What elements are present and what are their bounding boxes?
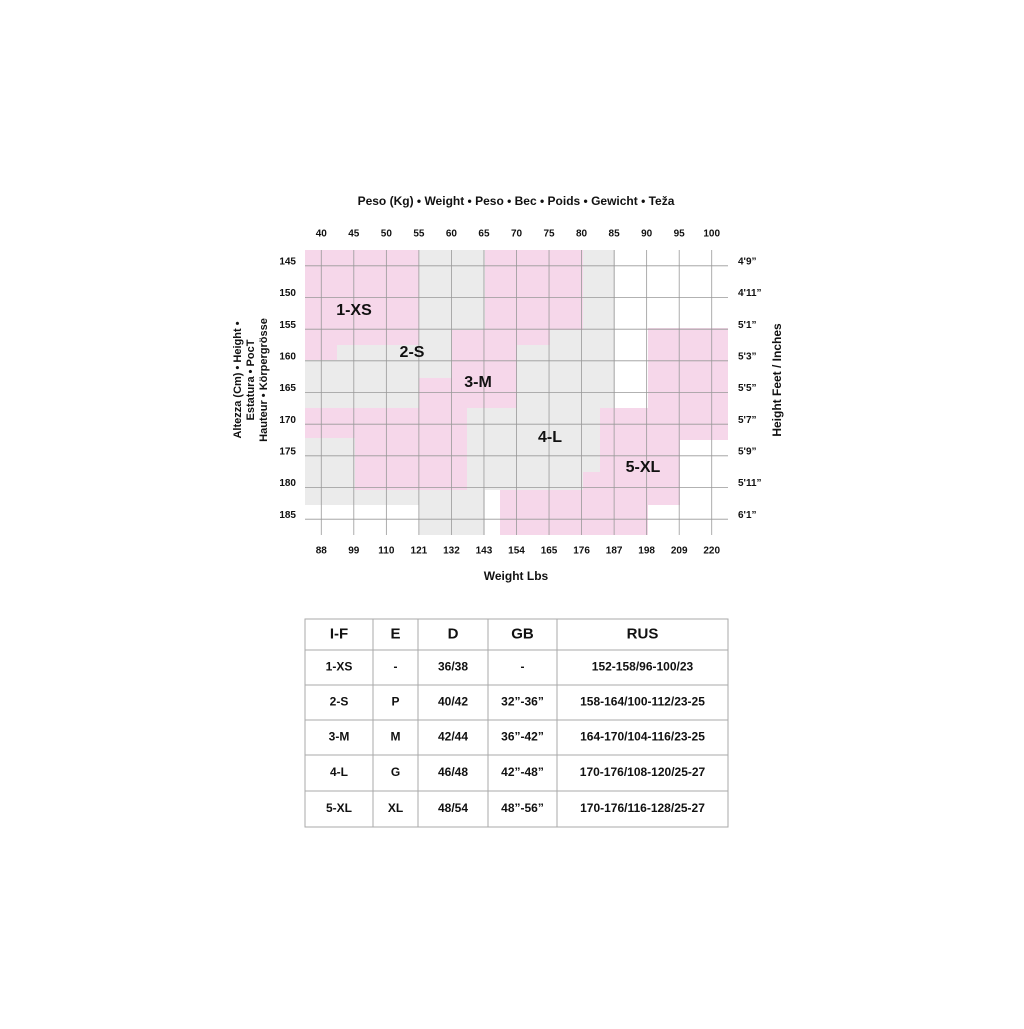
- kg-tick-label: 50: [381, 229, 393, 240]
- table-header: E: [390, 625, 400, 642]
- lbs-tick-label: 143: [476, 546, 493, 557]
- lbs-tick-label: 132: [443, 546, 460, 557]
- table-header: RUS: [627, 625, 659, 642]
- kg-tick-label: 45: [348, 229, 360, 240]
- table-cell: 42”-48”: [501, 765, 544, 779]
- lbs-tick-label: 220: [703, 546, 720, 557]
- kg-tick-label: 75: [543, 229, 555, 240]
- feet-tick-label: 5'1”: [738, 320, 757, 331]
- table-cell: 32”-36”: [501, 695, 544, 709]
- table-cell: 152-158/96-100/23: [592, 660, 694, 674]
- table-cell: 4-L: [330, 765, 348, 779]
- table-cell: 158-164/100-112/23-25: [580, 695, 705, 709]
- kg-tick-label: 55: [413, 229, 425, 240]
- cm-tick-label: 175: [279, 446, 296, 457]
- feet-tick-label: 5'7”: [738, 415, 757, 426]
- table-cell: 36/38: [438, 660, 468, 674]
- table-cell: 170-176/116-128/25-27: [580, 801, 705, 815]
- table-cell: 46/48: [438, 765, 468, 779]
- kg-tick-label: 70: [511, 229, 523, 240]
- cm-tick-label: 165: [279, 383, 296, 394]
- kg-tick-label: 85: [609, 229, 621, 240]
- table-cell: 42/44: [438, 730, 468, 744]
- height-cm-title: Altezza (Cm) • Height • Estatura • PocT …: [232, 318, 270, 442]
- feet-tick-label: 5'9”: [738, 446, 757, 457]
- feet-tick-label: 5'11”: [738, 478, 762, 489]
- table-cell: 48”-56”: [501, 801, 544, 815]
- table-cell: 5-XL: [326, 801, 352, 815]
- kg-tick-label: 100: [703, 229, 720, 240]
- table-border: [304, 618, 729, 828]
- kg-tick-label: 95: [674, 229, 686, 240]
- feet-tick-label: 4'11”: [738, 288, 762, 299]
- lbs-tick-label: 176: [573, 546, 590, 557]
- table-cell: 164-170/104-116/23-25: [580, 730, 705, 744]
- table-cell: 36”-42”: [501, 730, 544, 744]
- table-cell: 1-XS: [326, 660, 353, 674]
- cm-tick-label: 170: [279, 415, 296, 426]
- table-cell: 40/42: [438, 695, 468, 709]
- table-header: GB: [511, 625, 534, 642]
- kg-tick-label: 90: [641, 229, 653, 240]
- size-table: I-F E D GB RUS 1-XS - 36/38 - 152-158/96-100/23 2-…: [304, 618, 729, 828]
- table-cell: 2-S: [330, 695, 349, 709]
- weight-kg-title: Peso (Kg) • Weight • Peso • Bec • Poids …: [358, 194, 675, 208]
- lbs-tick-label: 198: [638, 546, 655, 557]
- table-cell: 170-176/108-120/25-27: [580, 765, 706, 779]
- height-feet-title: Height Feet / Inches: [770, 323, 784, 437]
- kg-tick-label: 80: [576, 229, 588, 240]
- grid: 40 88 45 99 50 110 55 121 60 132 65 143 70 154 75 165 80…: [279, 229, 761, 557]
- kg-tick-label: 65: [478, 229, 490, 240]
- kg-tick-label: 60: [446, 229, 458, 240]
- lbs-tick-label: 209: [671, 546, 688, 557]
- lbs-tick-label: 187: [606, 546, 623, 557]
- size-label: 2-S: [400, 344, 425, 361]
- lbs-tick-label: 88: [316, 546, 328, 557]
- cm-tick-label: 145: [279, 256, 296, 267]
- table-header: D: [448, 625, 459, 642]
- cm-tick-label: 160: [279, 351, 296, 362]
- feet-tick-label: 5'5”: [738, 383, 757, 394]
- feet-tick-label: 6'1”: [738, 510, 757, 521]
- table-cell: -: [394, 660, 398, 674]
- table-cell: G: [391, 765, 400, 779]
- lbs-tick-label: 99: [348, 546, 360, 557]
- kg-tick-label: 40: [316, 229, 328, 240]
- weight-lbs-title: Weight Lbs: [484, 569, 549, 583]
- size-label: 3-M: [464, 374, 492, 391]
- height-cm-title-line: Altezza (Cm) • Height •: [232, 321, 244, 438]
- feet-tick-label: 4'9”: [738, 256, 757, 267]
- size-label: 4-L: [538, 429, 562, 446]
- lbs-tick-label: 165: [541, 546, 558, 557]
- table-cell: 48/54: [438, 801, 468, 815]
- cm-tick-label: 180: [279, 478, 296, 489]
- height-cm-title-line: Hauteur • Körpergrösse: [258, 318, 270, 442]
- table-cell: M: [391, 730, 401, 744]
- size-label: 1-XS: [336, 302, 372, 319]
- feet-tick-label: 5'3”: [738, 351, 757, 362]
- lbs-tick-label: 110: [378, 546, 395, 557]
- table-cell: 3-M: [329, 730, 350, 744]
- cm-tick-label: 185: [279, 510, 296, 521]
- cm-tick-label: 150: [279, 288, 296, 299]
- cm-tick-label: 155: [279, 320, 296, 331]
- height-cm-title-line: Estatura • PocT: [245, 339, 257, 420]
- lbs-tick-label: 121: [411, 546, 428, 557]
- table-header: I-F: [330, 625, 348, 642]
- table-cell: -: [521, 660, 525, 674]
- table-cell: P: [391, 695, 399, 709]
- size-label: 5-XL: [626, 459, 661, 476]
- table-cell: XL: [388, 801, 403, 815]
- lbs-tick-label: 154: [508, 546, 525, 557]
